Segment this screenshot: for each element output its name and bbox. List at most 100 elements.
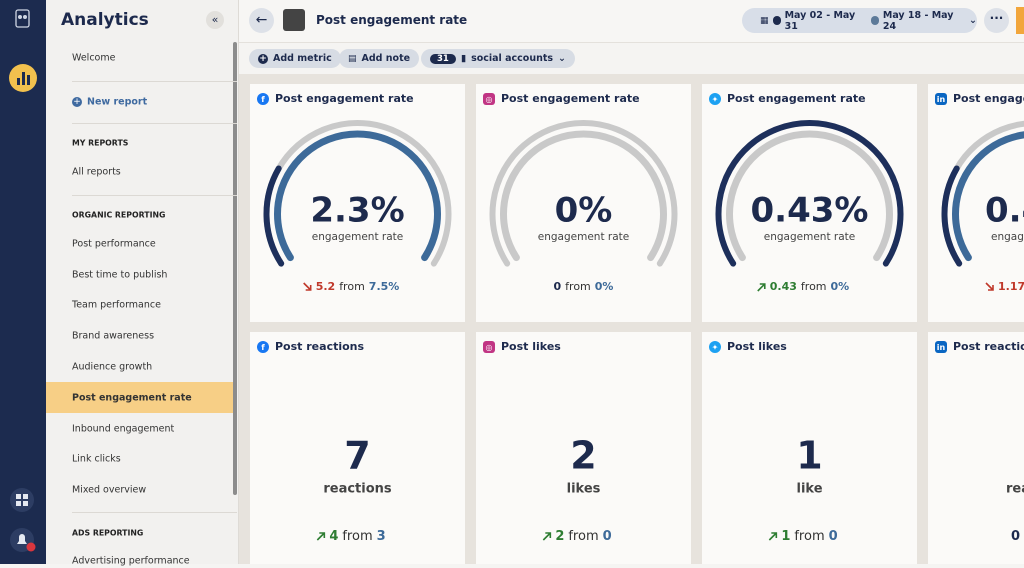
- menu-item[interactable]: Advertising performance: [72, 556, 190, 567]
- divider: [72, 123, 237, 124]
- chevron: ⌄: [558, 53, 566, 64]
- metric-label: engagement rate: [538, 231, 629, 243]
- change-line: 1.17: [998, 280, 1024, 293]
- metric-value: 0.43%: [751, 191, 869, 231]
- change-previous: 3: [377, 529, 386, 544]
- change-change: 5.2: [316, 280, 336, 293]
- apps-icon[interactable]: [10, 488, 34, 512]
- card-title: Post reactions: [953, 340, 1024, 353]
- page-title: Post engagement rate: [316, 13, 467, 27]
- change-previous: 0: [603, 529, 612, 544]
- change-previous: 0%: [831, 280, 850, 293]
- menu-item[interactable]: All reports: [72, 167, 121, 178]
- accounts-button[interactable]: 31▮social accounts⌄: [421, 49, 575, 68]
- change-from: from: [794, 529, 824, 544]
- rail-icons: [0, 0, 46, 564]
- change-previous: 0%: [595, 280, 614, 293]
- plus-icon: +: [72, 97, 82, 107]
- change-from: from: [339, 280, 365, 293]
- change-from: from: [568, 529, 598, 544]
- metric-label: rea: [1006, 482, 1024, 497]
- sidebar-title: Analytics: [61, 10, 149, 30]
- network-glyph: f: [261, 95, 265, 104]
- change-line: 4 from 3: [329, 529, 385, 544]
- compare-dot: [871, 16, 879, 25]
- logo-eye: [23, 15, 27, 19]
- card-title: Post engagement rate: [501, 92, 640, 105]
- network-glyph: ✦: [712, 343, 719, 352]
- menu-item[interactable]: Brand awareness: [72, 331, 154, 342]
- menu-item[interactable]: Mixed overview: [72, 485, 146, 496]
- section-heading: ORGANIC REPORTING: [72, 211, 165, 220]
- change-change: 1: [781, 529, 790, 544]
- card-title: Post likes: [501, 340, 561, 353]
- metric-value: 7: [344, 434, 370, 478]
- change-previous: 7.5%: [369, 280, 400, 293]
- logo[interactable]: [16, 10, 29, 27]
- menu-item[interactable]: Team performance: [72, 300, 161, 311]
- section-heading: MY REPORTS: [72, 139, 128, 148]
- metric-label: engag: [991, 231, 1024, 243]
- notification-dot: [27, 543, 36, 552]
- metric-label: engagement rate: [764, 231, 855, 243]
- report-icon: [283, 9, 305, 31]
- divider: [72, 195, 237, 196]
- change-from: from: [342, 529, 372, 544]
- network-glyph: f: [261, 343, 265, 352]
- chevron: ⌄: [969, 15, 977, 26]
- network-glyph: in: [937, 343, 946, 352]
- change-from: from: [565, 280, 591, 293]
- menu-item[interactable]: Post performance: [72, 239, 156, 250]
- change-line: 0: [1011, 529, 1020, 544]
- metric-label: like: [796, 482, 822, 497]
- divider: [72, 81, 237, 82]
- note-icon: ▤: [348, 54, 357, 64]
- change-change: 2: [555, 529, 564, 544]
- date-picker[interactable]: ▦ May 02 - May 31 May 18 - May 24 ⌄: [742, 8, 977, 33]
- menu-item[interactable]: Welcome: [72, 53, 115, 64]
- more-button[interactable]: ···: [984, 8, 1009, 33]
- add-note-button[interactable]: ▤Add note: [339, 49, 419, 68]
- change-change: 4: [329, 529, 338, 544]
- network-glyph: ◎: [486, 95, 493, 104]
- menu-item[interactable]: Best time to publish: [72, 270, 167, 281]
- plus-icon: +: [258, 54, 268, 64]
- change-line: 1 from 0: [781, 529, 837, 544]
- change-change: 0: [1011, 529, 1020, 544]
- icon-bar: [17, 78, 20, 85]
- icon-bar: [22, 72, 25, 85]
- network-glyph: ◎: [486, 343, 493, 352]
- compare-range: May 18 - May 24: [883, 10, 961, 32]
- section-heading: ADS REPORTING: [72, 529, 143, 538]
- metric-value: 2.3%: [310, 191, 404, 231]
- metric-value: 2: [570, 434, 596, 478]
- network-glyph: ✦: [712, 95, 719, 104]
- scrollbar: [233, 42, 237, 495]
- change-change: 1.17: [998, 280, 1024, 293]
- new-report[interactable]: New report: [87, 97, 147, 108]
- app-rail: [0, 0, 46, 564]
- change-previous: 0: [829, 529, 838, 544]
- date-range: May 02 - May 31: [785, 10, 863, 32]
- menu-item[interactable]: Post engagement rate: [72, 393, 192, 404]
- menu-item[interactable]: Inbound engagement: [72, 424, 174, 435]
- menu-item[interactable]: Audience growth: [72, 362, 152, 373]
- calendar-icon: ▦: [760, 16, 769, 26]
- action-button[interactable]: [1016, 7, 1024, 34]
- back-button[interactable]: ←: [249, 8, 274, 33]
- card-title: Post likes: [727, 340, 787, 353]
- card-title: Post engagement rate: [953, 92, 1024, 105]
- change-change: 0.43: [770, 280, 797, 293]
- menu-item[interactable]: Link clicks: [72, 454, 121, 465]
- add-metric-button[interactable]: +Add metric: [249, 49, 341, 68]
- collapse-button[interactable]: «: [206, 11, 224, 29]
- metric-value: 0%: [555, 191, 613, 231]
- metric-card: [928, 332, 1024, 564]
- network-glyph: in: [937, 95, 946, 104]
- icon-bar: [27, 75, 30, 85]
- range-dot: [773, 16, 781, 25]
- change-line: 2 from 0: [555, 529, 611, 544]
